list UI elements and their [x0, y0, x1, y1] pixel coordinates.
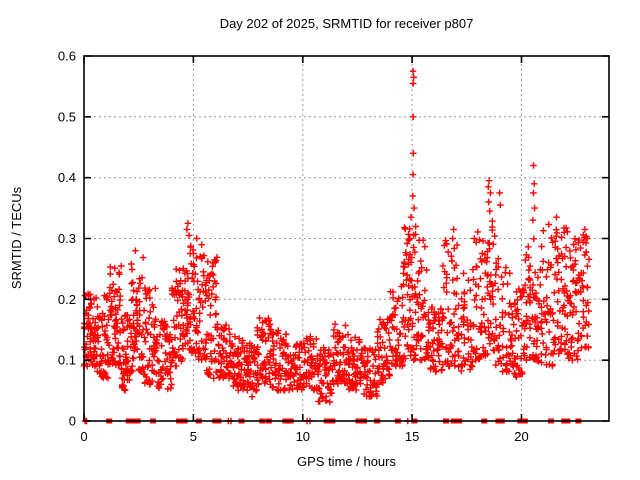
y-tick-label: 0.1 [58, 353, 76, 368]
x-tick-label: 5 [190, 429, 197, 444]
data-points [80, 67, 593, 425]
y-tick-label: 0.4 [58, 170, 76, 185]
x-axis-title: GPS time / hours [297, 454, 396, 469]
y-axis-title: SRMTID / TECUs [9, 186, 24, 290]
x-tick-label: 10 [296, 429, 310, 444]
y-tick-label: 0.3 [58, 231, 76, 246]
y-tick-label: 0.2 [58, 292, 76, 307]
x-tick-label: 0 [80, 429, 87, 444]
tick-marks [83, 55, 609, 422]
y-tick-label: 0.5 [58, 109, 76, 124]
x-tick-label: 15 [405, 429, 419, 444]
chart-title: Day 202 of 2025, SRMTID for receiver p80… [219, 16, 474, 31]
y-tick-label: 0.6 [58, 49, 76, 64]
y-tick-label: 0 [69, 414, 76, 429]
x-tick-label: 20 [514, 429, 528, 444]
